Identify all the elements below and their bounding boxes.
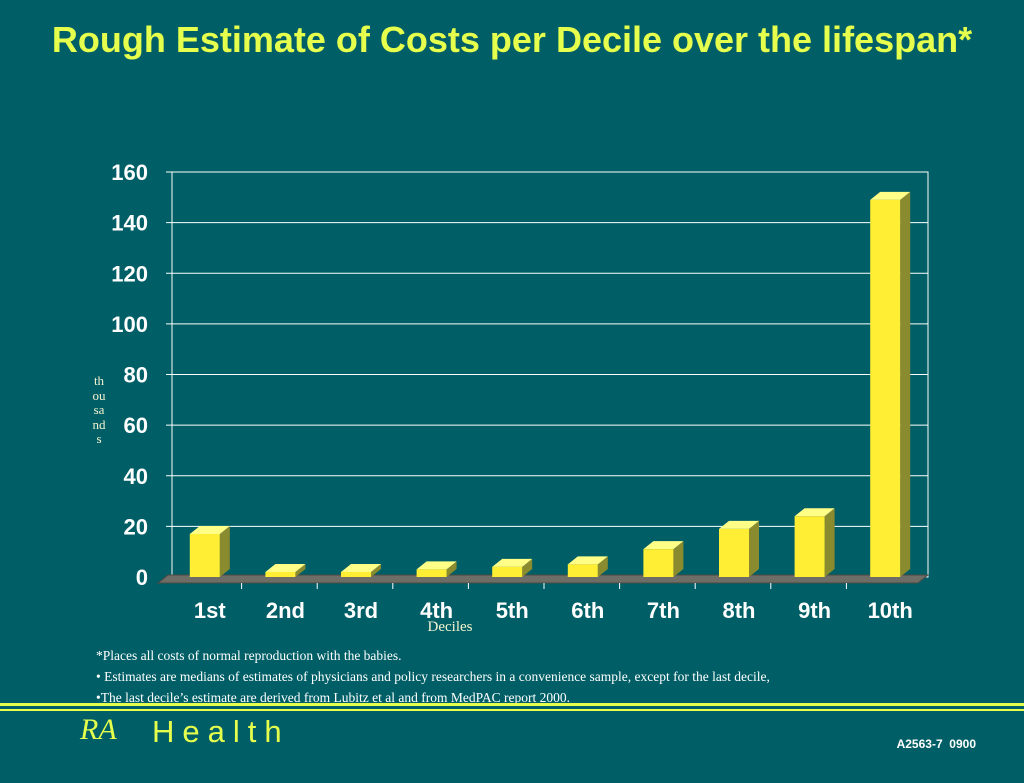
bar-side <box>900 191 911 577</box>
x-tick-label: 3rd <box>344 598 378 623</box>
bar <box>416 569 447 577</box>
bar <box>265 571 296 577</box>
x-tick-label: 8th <box>723 598 756 623</box>
bar-top <box>265 563 306 572</box>
bar-side <box>371 563 381 577</box>
brand-logo-ra: RA <box>80 713 117 746</box>
footnotes: *Places all costs of normal reproduction… <box>96 645 996 708</box>
bar <box>567 564 598 577</box>
y-tick-label: 0 <box>136 565 148 590</box>
x-tick-label: 4th <box>420 598 453 623</box>
bar <box>870 199 901 577</box>
y-tick-label: 140 <box>111 211 148 236</box>
bar-side <box>824 508 835 577</box>
bar <box>189 533 220 577</box>
x-tick-label: 5th <box>496 598 529 623</box>
bar-top <box>567 556 608 565</box>
x-axis-label: Deciles <box>427 619 473 635</box>
x-tick-label: 10th <box>868 598 913 623</box>
bar <box>341 571 371 577</box>
bar <box>643 549 674 577</box>
bar-side <box>673 541 684 577</box>
y-axis-label: thousands <box>92 373 106 447</box>
slide-title: Rough Estimate of Costs per Decile over … <box>51 19 973 60</box>
y-tick-label: 40 <box>124 464 148 489</box>
bar <box>492 566 523 577</box>
bar-side <box>219 525 230 577</box>
bar-top <box>416 561 457 570</box>
bar-top <box>870 191 911 200</box>
bar-side <box>597 556 608 577</box>
bar-side <box>295 563 306 577</box>
bar-top <box>189 525 230 534</box>
bar-top <box>794 508 835 517</box>
x-tick-label: 1st <box>194 598 226 623</box>
x-tick-label: 9th <box>798 598 831 623</box>
divider-rule-top <box>0 703 1024 706</box>
slide-code: A2563-7 0900 <box>896 737 976 751</box>
bar <box>719 528 749 577</box>
footnote-3: •The last decile’s estimate are derived … <box>96 690 570 705</box>
bar-top <box>719 520 759 529</box>
x-tick-label: 2nd <box>266 598 305 623</box>
bar-side <box>522 558 533 577</box>
y-tick-label: 100 <box>111 312 148 337</box>
bar-side <box>749 520 759 577</box>
y-tick-label: 20 <box>124 514 148 539</box>
footnote-1: *Places all costs of normal reproduction… <box>96 648 402 663</box>
divider-rule-bottom <box>0 709 1024 711</box>
bar-top <box>643 541 684 550</box>
y-tick-label: 80 <box>124 363 148 388</box>
bar-top <box>341 563 381 572</box>
footnote-2: • Estimates are medians of estimates of … <box>96 669 770 684</box>
y-tick-label: 160 <box>111 160 148 185</box>
brand-logo-name: Health <box>152 714 290 749</box>
x-tick-label: 7th <box>647 598 680 623</box>
y-tick-label: 120 <box>111 261 148 286</box>
bar-top <box>492 558 533 567</box>
bar-side <box>446 561 457 577</box>
x-tick-label: 6th <box>571 598 604 623</box>
y-tick-label: 60 <box>124 413 148 438</box>
bar <box>794 516 825 577</box>
